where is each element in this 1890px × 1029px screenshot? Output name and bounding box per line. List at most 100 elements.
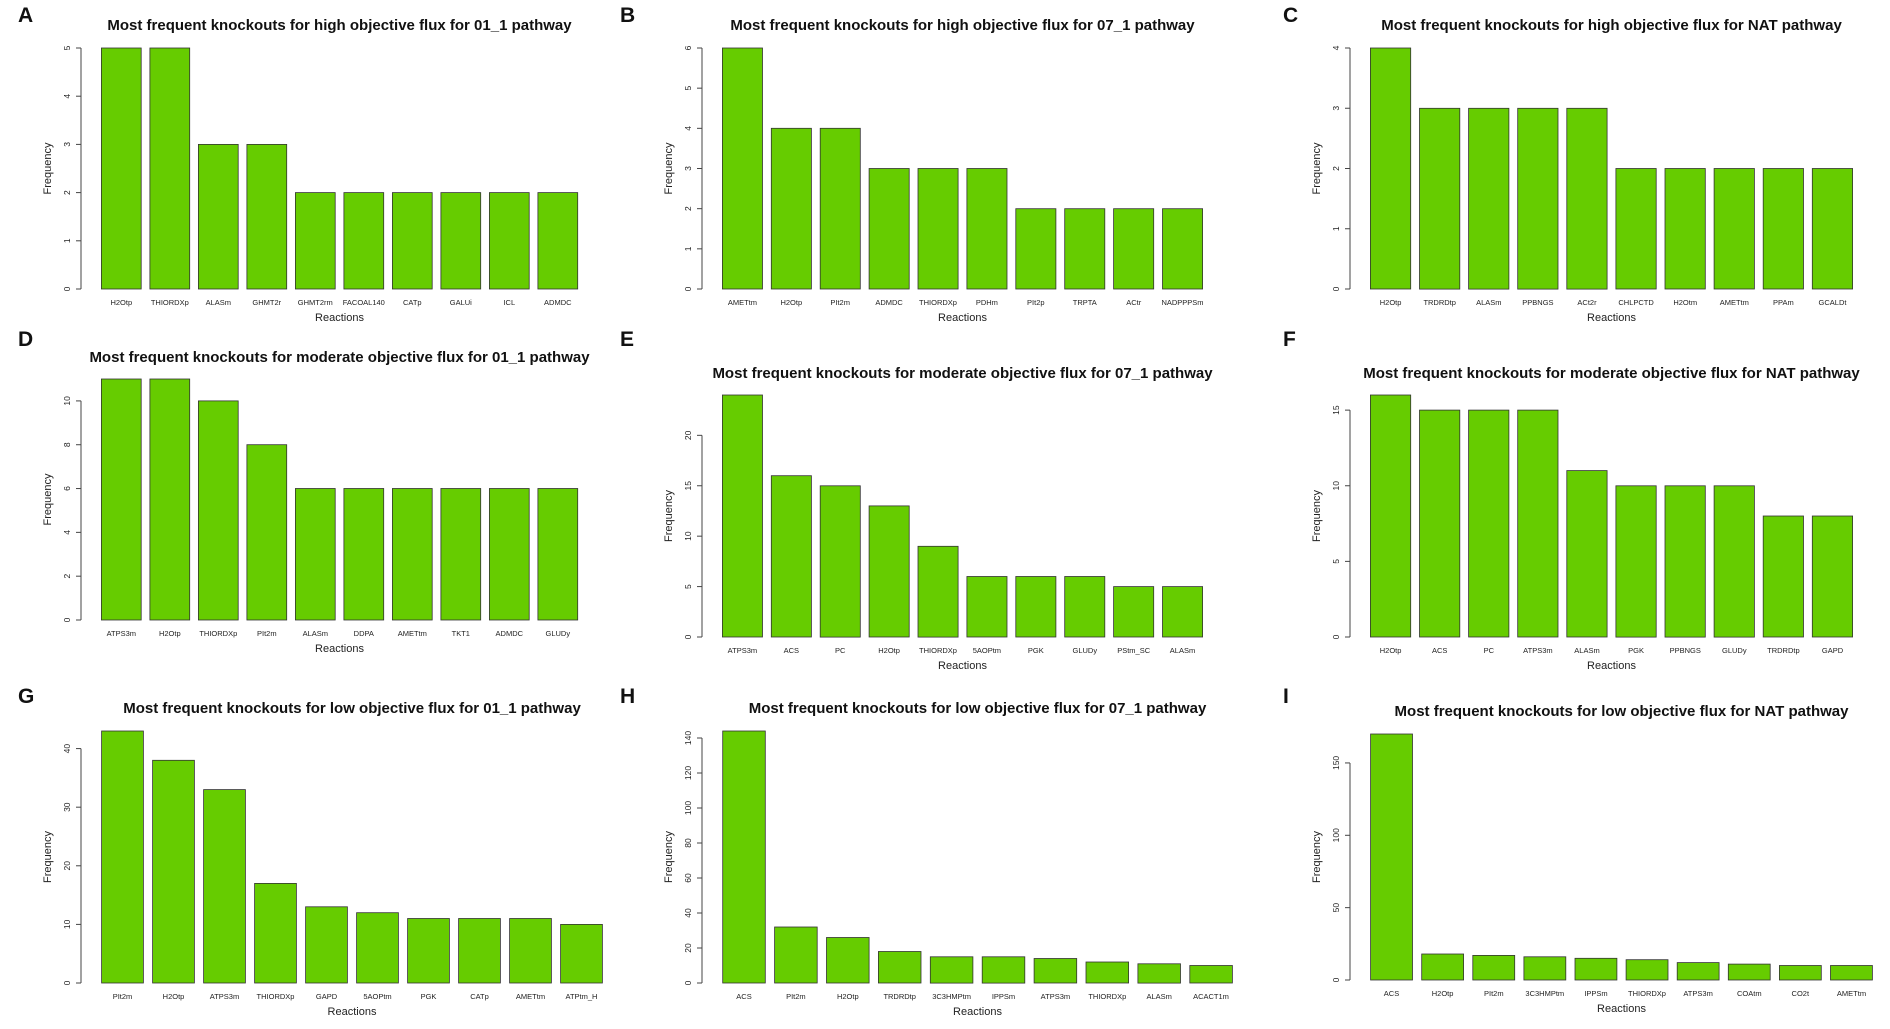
y-tick-label: 10 [62, 396, 72, 406]
y-tick-label: 0 [683, 980, 693, 985]
bar-trpta [1064, 208, 1106, 290]
y-tick-label: 0 [62, 286, 72, 291]
bar-atps3m [101, 378, 142, 621]
bar-pgk [1615, 485, 1657, 638]
y-tick-label: 20 [683, 943, 693, 953]
bar-amettm [1713, 168, 1755, 290]
category-label: TRDRDtp [883, 992, 916, 1001]
bar-atps3m [722, 394, 763, 638]
category-label: 3C3HMPtm [1525, 989, 1564, 998]
bar-gapd [1811, 515, 1854, 638]
y-tick-label: 2 [62, 190, 72, 195]
bar-pit2m [246, 444, 288, 621]
category-label: CHLPCTD [1618, 298, 1654, 307]
category-label: PGK [421, 992, 437, 1001]
category-label: ADMDC [544, 298, 572, 307]
y-axis-label: Frequency [663, 490, 675, 542]
category-label: GLUDy [1722, 646, 1747, 655]
y-tick-label: 15 [1331, 405, 1341, 415]
chart-title: Most frequent knockouts for moderate obj… [712, 365, 1213, 382]
category-label: H2Otp [1380, 646, 1402, 655]
category-label: ADMDC [875, 298, 903, 307]
category-label: PC [835, 646, 846, 655]
category-label: PGK [1028, 646, 1044, 655]
bar-h2otp [1370, 47, 1412, 290]
category-label: PIt2m [1484, 989, 1504, 998]
y-tick-label: 60 [683, 873, 693, 883]
category-label: PGK [1628, 646, 1644, 655]
category-label: CO2t [1792, 989, 1810, 998]
panel-letter: B [620, 4, 635, 27]
bar-facoal140 [343, 192, 385, 290]
y-tick-label: 140 [683, 731, 693, 745]
bar-h2otp [770, 127, 812, 290]
y-axis-label: Frequency [1311, 831, 1323, 883]
panel-letter: I [1283, 685, 1289, 708]
category-label: PIt2p [1027, 298, 1045, 307]
bar-acs [722, 730, 766, 984]
y-tick-label: 2 [62, 574, 72, 579]
bar-admdc [537, 192, 579, 290]
category-label: TKT1 [452, 629, 470, 638]
y-tick-label: 4 [1331, 45, 1341, 50]
bar-amettm [1830, 965, 1873, 981]
bar-trdrdtp [1762, 515, 1804, 638]
y-tick-label: 10 [1331, 481, 1341, 491]
category-label: TRDRDtp [1423, 298, 1456, 307]
category-label: ALASm [1146, 992, 1171, 1001]
category-label: H2Otp [837, 992, 859, 1001]
bar-atps3m [1676, 962, 1720, 981]
bar-ppbngs [1664, 485, 1706, 638]
x-axis-label: Reactions [1587, 312, 1636, 324]
bar-h2otp [1421, 953, 1464, 981]
category-label: ATPS3m [1523, 646, 1552, 655]
y-tick-label: 10 [62, 919, 72, 929]
bar-admdc [488, 488, 530, 621]
bar-acs [1370, 733, 1413, 981]
category-label: PC [1484, 646, 1495, 655]
bar-ghmt2rm [294, 192, 336, 290]
bar-tkt1 [440, 488, 482, 621]
y-tick-label: 5 [62, 45, 72, 50]
category-label: AMETtm [728, 298, 757, 307]
category-label: H2Otp [159, 629, 181, 638]
bar-coatm [1727, 963, 1771, 981]
y-tick-label: 6 [62, 486, 72, 491]
bar-catp [391, 192, 433, 290]
category-label: GAPD [1822, 646, 1844, 655]
bar-h2otp [149, 378, 191, 621]
bar-pit2p [1015, 208, 1057, 290]
x-axis-label: Reactions [315, 643, 364, 655]
category-label: H2Otp [110, 298, 132, 307]
category-label: AMETtm [516, 992, 545, 1001]
bar-amettm [722, 47, 763, 290]
bar-chlpctd [1615, 168, 1657, 290]
bar-pgk [1015, 576, 1057, 638]
bar-atps3m [203, 789, 246, 984]
bar-3c3hmptm [929, 956, 974, 984]
category-label: H2Otp [163, 992, 185, 1001]
bar-pc [1468, 409, 1510, 638]
category-label: H2Otp [1380, 298, 1402, 307]
bar-alasm [294, 488, 336, 621]
chart-title: Most frequent knockouts for high objecti… [1381, 17, 1842, 34]
category-label: PIt2m [257, 629, 277, 638]
category-label: ACtr [1126, 298, 1142, 307]
category-label: GLUDy [546, 629, 571, 638]
y-tick-label: 3 [683, 166, 693, 171]
bar-h2otp [101, 47, 142, 290]
bar-alasm [1137, 963, 1181, 984]
chart-title: Most frequent knockouts for high objecti… [107, 17, 572, 34]
bar-pit2m [774, 926, 818, 984]
bar-atptm-h [560, 924, 603, 984]
panel-letter: A [18, 4, 33, 27]
y-tick-label: 2 [683, 206, 693, 211]
category-label: ACS [1384, 989, 1399, 998]
bar-ippsm [1574, 957, 1618, 981]
category-label: H2Otp [780, 298, 802, 307]
bar-h2otp [152, 759, 195, 984]
chart-panel-e: E Most frequent knockouts for moderate ob… [620, 328, 1213, 672]
category-label: GCALDt [1819, 298, 1848, 307]
category-label: THIORDXp [257, 992, 295, 1001]
